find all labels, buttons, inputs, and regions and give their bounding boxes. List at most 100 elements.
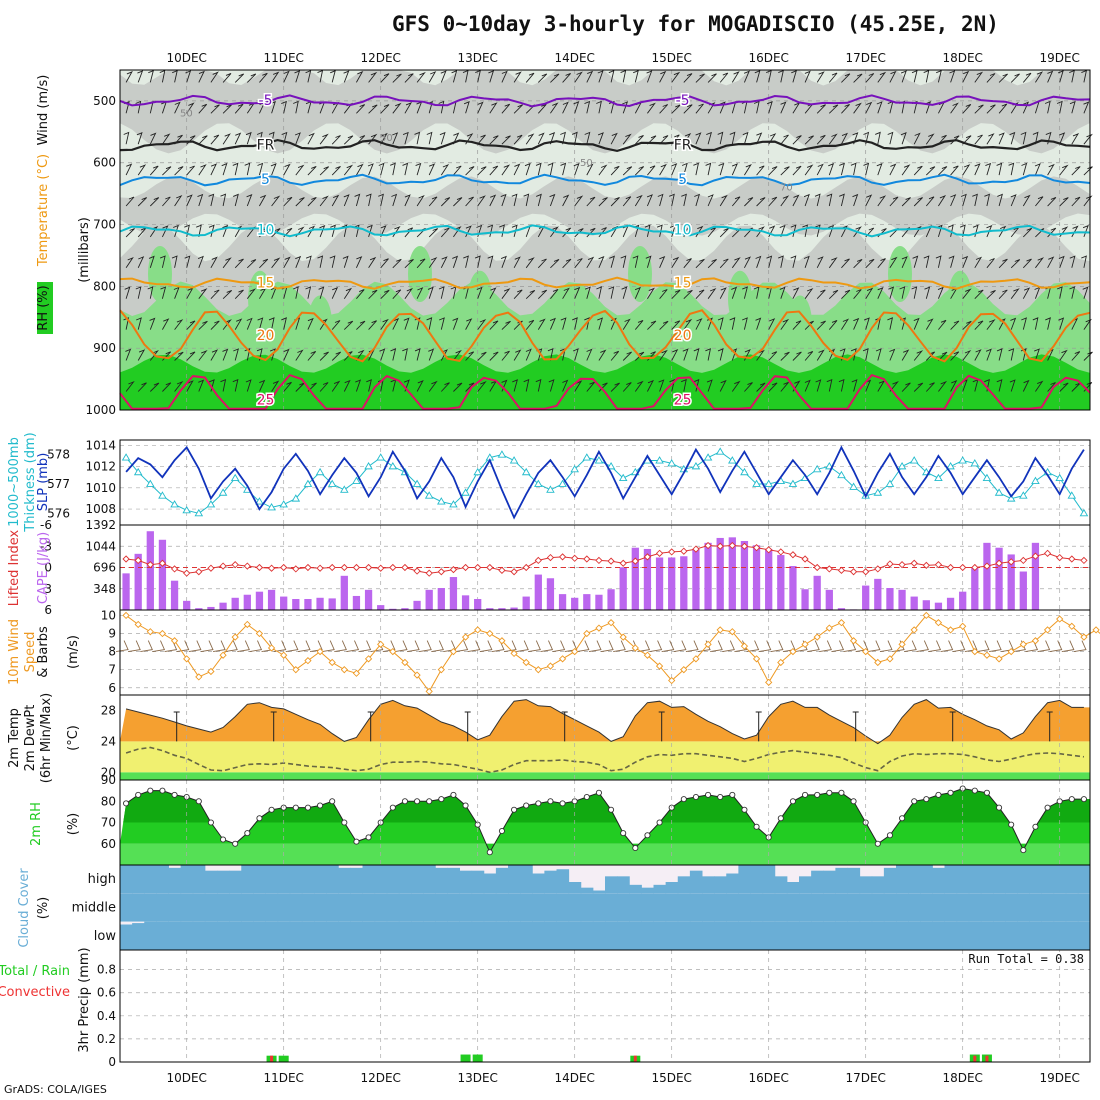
thickness-marker	[1067, 491, 1077, 499]
rh2m-band-low	[120, 843, 1090, 865]
wind-barb	[186, 320, 196, 330]
surface-barb	[637, 640, 651, 653]
isotherm-label: FR	[257, 137, 275, 153]
cloud-bar	[447, 921, 460, 950]
wind-barb	[671, 163, 678, 176]
wind-barb	[574, 228, 584, 238]
wind-barb	[841, 318, 850, 330]
wind-barb	[719, 194, 728, 207]
cloud-bar	[883, 867, 897, 894]
wind-barb	[877, 71, 887, 83]
rh2m-marker	[656, 819, 663, 826]
li-marker	[825, 565, 833, 573]
isotherm-15	[119, 276, 1091, 290]
wind-barb	[780, 166, 790, 176]
wind-barb	[222, 224, 229, 238]
cloud-bar	[605, 921, 618, 950]
wind-barb	[259, 72, 268, 83]
wind-barb	[259, 287, 267, 299]
isotherm-label: 25	[674, 393, 692, 409]
cloud-bar	[871, 921, 885, 950]
cape-bar	[449, 577, 458, 610]
rh2m-marker	[498, 827, 505, 835]
wind-barb	[816, 320, 826, 330]
wind-barb	[149, 132, 157, 145]
wind-barb	[938, 134, 947, 145]
wind-barb	[996, 162, 1003, 176]
wind-barb	[744, 382, 753, 392]
surface-barb	[1073, 640, 1087, 653]
wind-barb	[513, 256, 521, 269]
wind-barb	[683, 318, 693, 330]
wind-barb	[1083, 166, 1093, 176]
cloud-bar	[932, 921, 945, 950]
wind-speed-marker	[510, 649, 518, 658]
wind-barb	[162, 166, 172, 176]
surface-barb	[661, 640, 675, 653]
rh2m-marker	[826, 789, 833, 796]
cloud-bar	[1005, 921, 1018, 950]
wind-speed-marker	[328, 658, 336, 667]
wind-barb	[610, 165, 620, 176]
cloud-bar	[726, 893, 739, 922]
wind-barb	[647, 287, 655, 299]
isotherm-label: -5	[676, 93, 690, 109]
wind-barb	[368, 289, 378, 300]
wind-barb	[744, 197, 754, 207]
wind-speed-marker	[1080, 633, 1088, 641]
wind-barb	[1059, 349, 1068, 361]
li-marker	[886, 560, 894, 568]
wind-barb	[792, 287, 800, 299]
wind-speed-marker	[849, 637, 858, 645]
isotherm-FR	[119, 138, 1091, 153]
wind-barb	[574, 71, 583, 83]
surface-barb	[540, 640, 554, 653]
cloud-bar	[435, 867, 448, 894]
cloud-bar	[896, 893, 909, 922]
wind-barb	[669, 379, 676, 392]
rh2m-marker	[838, 789, 845, 796]
wind-barb	[622, 101, 629, 114]
rh-band-upper	[120, 70, 1090, 154]
thickness-marker	[121, 453, 131, 461]
cloud-bar	[350, 921, 363, 950]
wind-barb	[1022, 72, 1032, 83]
wind-barb	[136, 132, 143, 145]
wind-barb	[392, 318, 400, 330]
precip-convective-bar	[985, 1055, 989, 1062]
wind-barb	[416, 380, 424, 392]
wind-barb	[368, 256, 377, 269]
wind-barb	[125, 228, 135, 238]
cape-bar	[183, 600, 191, 610]
wind-barb	[671, 104, 681, 114]
li-marker	[1019, 556, 1027, 565]
wind-barb	[477, 318, 487, 330]
wind-barb	[938, 166, 948, 176]
cloud-bar	[835, 893, 848, 922]
wind-barb	[477, 101, 484, 114]
wind-barb	[356, 349, 365, 361]
wind-speed-marker	[571, 647, 579, 656]
wind-speed-marker	[643, 651, 652, 659]
cloud-bar	[520, 865, 533, 894]
wind-barb	[402, 131, 409, 145]
rh2m-marker	[947, 789, 954, 796]
li-tick: -6	[40, 518, 52, 532]
wind-barb	[889, 163, 897, 176]
wind-barb	[756, 165, 765, 176]
thickness-tick: 578	[47, 448, 70, 462]
rh2m-marker	[329, 798, 336, 805]
wind-barb	[220, 378, 227, 392]
pressure-tick: 800	[93, 279, 116, 293]
cloud-bar	[629, 921, 642, 950]
rh-moist-plume	[728, 270, 752, 327]
temp-axis-title: 2m Temp	[7, 708, 22, 768]
cloud-bar	[653, 893, 667, 922]
wind-barb	[1021, 317, 1027, 330]
wind-barb	[656, 224, 663, 237]
cloud-bar	[980, 893, 994, 922]
cloud-bar	[398, 893, 412, 922]
wind-barb	[766, 69, 772, 83]
surface-barb	[782, 640, 796, 653]
cloud-bar	[423, 865, 436, 894]
